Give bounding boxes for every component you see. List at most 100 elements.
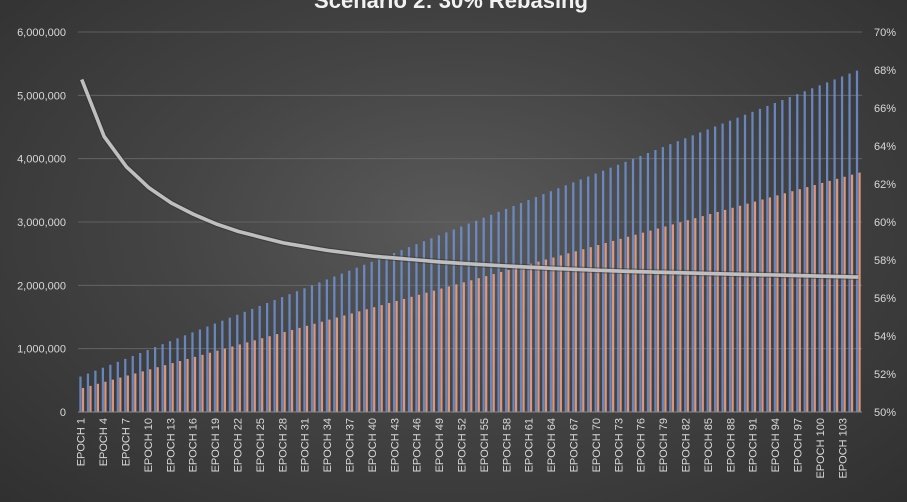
- y-left-tick-label: 2,000,000: [17, 280, 66, 292]
- bar-series-1: [183, 335, 187, 412]
- bar-series-1: [392, 252, 396, 412]
- x-tick-label: EPOCH 82: [681, 418, 693, 472]
- bar-series-2: [432, 290, 436, 412]
- bar-series-2: [828, 180, 831, 412]
- bar-series-2: [567, 253, 570, 412]
- bar-series-1: [94, 370, 97, 412]
- bar-series-1: [504, 208, 508, 412]
- y-right-tick-label: 70%: [874, 27, 896, 39]
- bar-series-1: [602, 170, 605, 412]
- y-right-tick-label: 50%: [874, 407, 896, 419]
- bar-series-1: [109, 364, 112, 412]
- bar-series-2: [597, 245, 600, 412]
- bar-series-1: [273, 300, 276, 412]
- y-right-tick-label: 68%: [874, 65, 896, 77]
- bar-series-1: [803, 91, 806, 413]
- bar-series-1: [848, 73, 851, 412]
- bar-series-1: [781, 100, 784, 413]
- bar-series-1: [198, 329, 202, 412]
- bar-series-1: [609, 167, 612, 412]
- bar-series-1: [676, 141, 679, 412]
- x-tick-label: EPOCH 85: [703, 418, 715, 472]
- x-tick-label: EPOCH 40: [367, 418, 379, 472]
- bar-series-1: [736, 117, 739, 412]
- x-tick-label: EPOCH 55: [479, 418, 491, 472]
- bar-series-2: [671, 224, 674, 412]
- bar-series-2: [701, 216, 704, 412]
- bar-series-1: [818, 85, 821, 413]
- bar-series-1: [385, 255, 388, 412]
- bar-series-2: [410, 296, 413, 412]
- bar-series-1: [333, 276, 336, 412]
- bar-series-1: [624, 161, 627, 412]
- bar-series-1: [124, 358, 127, 412]
- bar-series-1: [796, 94, 799, 413]
- bar-series-2: [806, 187, 809, 412]
- bar-series-2: [626, 236, 630, 412]
- bar-series-1: [445, 232, 448, 412]
- bar-series-2: [552, 257, 555, 412]
- bar-series-2: [455, 284, 458, 412]
- bar-series-2: [178, 361, 182, 412]
- bar-series-2: [425, 292, 428, 412]
- bar-series-2: [514, 267, 518, 412]
- y-right-tick-label: 52%: [874, 369, 896, 381]
- bar-series-2: [417, 294, 421, 412]
- bar-series-1: [512, 205, 515, 412]
- bar-series-2: [462, 282, 465, 412]
- bar-series-1: [594, 173, 597, 412]
- bar-series-2: [335, 317, 338, 412]
- x-tick-label: EPOCH 79: [658, 418, 670, 472]
- bar-series-1: [788, 97, 791, 413]
- bar-series-2: [111, 379, 114, 412]
- bar-series-1: [101, 367, 104, 412]
- bar-series-2: [208, 352, 212, 412]
- bar-series-1: [766, 105, 769, 412]
- bar-series-2: [522, 265, 525, 412]
- bar-series-2: [500, 271, 503, 412]
- x-tick-label: EPOCH 16: [188, 418, 200, 472]
- bar-series-2: [328, 319, 331, 412]
- bar-series-2: [358, 311, 361, 412]
- bar-series-1: [482, 217, 485, 412]
- bar-series-2: [343, 315, 346, 412]
- bar-series-1: [251, 308, 254, 412]
- bar-series-1: [773, 102, 776, 412]
- x-tick-label: EPOCH 67: [569, 418, 581, 472]
- bar-series-2: [134, 373, 137, 412]
- bar-series-2: [126, 375, 129, 412]
- y-right-tick-label: 56%: [874, 293, 896, 305]
- bar-series-2: [761, 199, 764, 412]
- bar-series-2: [89, 385, 92, 412]
- bar-series-1: [228, 317, 231, 412]
- bar-series-2: [544, 259, 548, 412]
- chart-title: Scenario 2: 30% Rebasing: [314, 0, 588, 13]
- bar-series-1: [206, 326, 209, 412]
- x-tick-label: EPOCH 25: [255, 418, 267, 472]
- x-tick-label: EPOCH 49: [434, 418, 446, 472]
- x-tick-label: EPOCH 34: [322, 418, 334, 472]
- bar-series-1: [378, 258, 381, 412]
- bar-series-2: [141, 371, 144, 412]
- bar-series-2: [492, 274, 495, 412]
- x-tick-label: EPOCH 64: [546, 418, 558, 472]
- bar-series-1: [542, 194, 545, 412]
- bar-series-2: [709, 214, 712, 412]
- bar-series-2: [716, 211, 719, 412]
- bar-series-1: [497, 211, 500, 412]
- bar-series-2: [686, 220, 689, 412]
- bar-series-1: [811, 88, 814, 413]
- bar-series-2: [612, 240, 615, 412]
- bar-series-2: [96, 383, 100, 412]
- bar-series-2: [164, 365, 167, 412]
- bar-series-1: [728, 120, 732, 412]
- bar-series-2: [290, 329, 294, 412]
- bar-series-2: [619, 238, 622, 412]
- bar-series-1: [616, 164, 620, 412]
- bar-series-1: [534, 197, 538, 412]
- bar-series-1: [422, 241, 426, 412]
- y-right-tick-label: 62%: [874, 179, 896, 191]
- bar-series-2: [186, 358, 189, 412]
- bar-series-2: [156, 367, 159, 412]
